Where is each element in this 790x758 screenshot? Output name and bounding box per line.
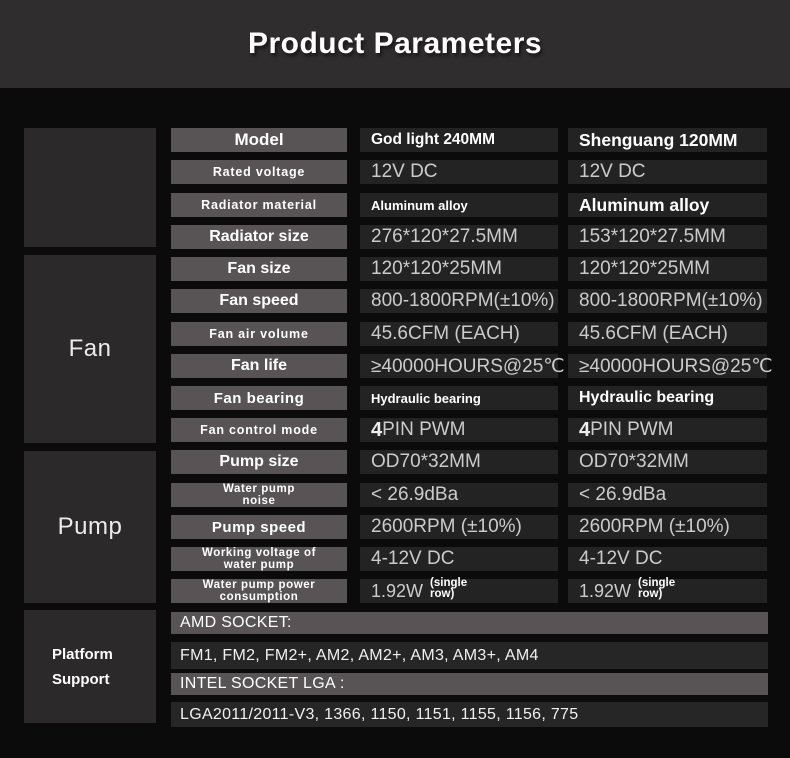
value-cell: 1.92W (single row)	[568, 576, 767, 603]
power-value: 1.92W	[579, 580, 632, 601]
param-cell-fan-air-volume: Fan air volume	[171, 322, 347, 346]
spec-row-rated-voltage: Rated voltage 12V DC 12V DC	[171, 160, 768, 184]
param-cell-radiator-size: Radiator size	[171, 225, 347, 249]
value-cell: 45.6CFM (EACH)	[360, 322, 558, 346]
value-cell-model-240: God light 240MM	[360, 128, 558, 152]
page-title: Product Parameters	[247, 27, 543, 60]
spec-row-model: Model God light 240MM Shenguang 120MM	[171, 128, 768, 152]
value-cell: ≥40000HOURS@25℃	[360, 354, 565, 378]
spec-row-fan-life: Fan life ≥40000HOURS@25℃ ≥40000HOURS@25℃	[171, 354, 773, 378]
pwm-pin-count: 4	[579, 418, 591, 441]
value-cell: 12V DC	[360, 160, 558, 184]
spec-row-working-voltage: Working voltage of water pump 4-12V DC 4…	[171, 547, 768, 571]
spec-row-pump-speed: Pump speed 2600RPM (±10%) 2600RPM (±10%)	[171, 515, 768, 539]
param-label: Water pump power consumption	[202, 578, 316, 604]
category-box-platform-support: Platform Support	[24, 610, 156, 723]
param-cell-rated-voltage: Rated voltage	[171, 160, 347, 184]
value-cell: 4-12V DC	[568, 547, 767, 571]
power-note: (single row)	[638, 576, 676, 600]
spec-row-water-pump-noise: Water pump noise < 26.9dBa < 26.9dBa	[171, 483, 768, 507]
power-note: (single row)	[430, 576, 468, 600]
value-cell: 2600RPM (±10%)	[568, 515, 767, 539]
param-cell-working-voltage: Working voltage of water pump	[171, 547, 347, 571]
value-cell: 276*120*27.5MM	[360, 225, 558, 249]
category-box-blank	[24, 128, 156, 247]
spec-row-radiator-material: Radiator material Aluminum alloy Aluminu…	[171, 193, 768, 217]
value-cell: ≥40000HOURS@25℃	[568, 354, 773, 378]
param-cell-pump-speed: Pump speed	[171, 515, 347, 539]
value-cell: 120*120*25MM	[360, 257, 558, 281]
category-box-fan: Fan	[24, 255, 156, 443]
spec-row-pump-size: Pump size OD70*32MM OD70*32MM	[171, 450, 768, 474]
param-cell-water-pump-noise: Water pump noise	[171, 483, 347, 507]
param-cell-fan-speed: Fan speed	[171, 289, 347, 313]
value-cell: 153*120*27.5MM	[568, 225, 767, 249]
value-cell: OD70*32MM	[360, 450, 558, 474]
value-cell: Hydraulic bearing	[568, 386, 767, 410]
spec-row-fan-bearing: Fan bearing Hydraulic bearing Hydraulic …	[171, 386, 768, 410]
value-cell: 45.6CFM (EACH)	[568, 322, 767, 346]
category-label-pump: Pump	[57, 513, 123, 540]
pwm-pin-count: 4	[371, 418, 383, 441]
category-label-platform-support: Platform Support	[52, 645, 113, 688]
platform-heading-amd: AMD SOCKET:	[171, 612, 768, 634]
value-cell: 120*120*25MM	[568, 257, 767, 281]
value-cell-model-120: Shenguang 120MM	[568, 128, 767, 152]
value-cell: 4 PIN PWM	[568, 418, 767, 442]
param-cell-radiator-material: Radiator material	[171, 193, 347, 217]
value-cell: Aluminum alloy	[568, 193, 767, 217]
value-cell: 4-12V DC	[360, 547, 558, 571]
value-cell: 800-1800RPM(±10%)	[360, 289, 558, 313]
spec-row-fan-speed: Fan speed 800-1800RPM(±10%) 800-1800RPM(…	[171, 289, 768, 313]
header-band: Product Parameters	[0, 0, 790, 88]
value-cell: 2600RPM (±10%)	[360, 515, 558, 539]
value-cell: 1.92W (single row)	[360, 576, 558, 603]
value-cell: 800-1800RPM(±10%)	[568, 289, 767, 313]
value-cell: Aluminum alloy	[360, 193, 558, 217]
param-cell-fan-life: Fan life	[171, 354, 347, 378]
spec-row-pump-power: Water pump power consumption 1.92W (singl…	[171, 576, 768, 603]
value-cell: < 26.9dBa	[360, 483, 558, 507]
spec-row-fan-size: Fan size 120*120*25MM 120*120*25MM	[171, 257, 768, 281]
platform-list-amd: FM1, FM2, FM2+, AM2, AM2+, AM3, AM3+, AM…	[171, 642, 768, 669]
param-cell-fan-bearing: Fan bearing	[171, 386, 347, 410]
value-cell: OD70*32MM	[568, 450, 767, 474]
param-cell-model: Model	[171, 128, 347, 152]
value-cell: < 26.9dBa	[568, 483, 767, 507]
param-cell-fan-control-mode: Fan control mode	[171, 418, 347, 442]
power-value: 1.92W	[371, 580, 424, 601]
pwm-label: PIN PWM	[590, 419, 674, 440]
category-box-pump: Pump	[24, 451, 156, 603]
spec-row-fan-air-volume: Fan air volume 45.6CFM (EACH) 45.6CFM (E…	[171, 322, 768, 346]
platform-heading-intel: INTEL SOCKET LGA :	[171, 673, 768, 695]
param-cell-pump-size: Pump size	[171, 450, 347, 474]
pwm-label: PIN PWM	[382, 419, 466, 440]
spec-row-radiator-size: Radiator size 276*120*27.5MM 153*120*27.…	[171, 225, 768, 249]
param-cell-fan-size: Fan size	[171, 257, 347, 281]
param-label: Water pump noise	[222, 482, 296, 508]
platform-list-intel: LGA2011/2011-V3, 1366, 1150, 1151, 1155,…	[171, 702, 768, 727]
category-label-fan: Fan	[68, 335, 112, 362]
value-cell: 4 PIN PWM	[360, 418, 558, 442]
spec-row-fan-control-mode: Fan control mode 4 PIN PWM 4 PIN PWM	[171, 418, 768, 442]
value-cell: Hydraulic bearing	[360, 386, 558, 410]
value-cell: 12V DC	[568, 160, 767, 184]
param-cell-pump-power: Water pump power consumption	[171, 579, 347, 603]
param-label: Working voltage of water pump	[201, 546, 317, 572]
